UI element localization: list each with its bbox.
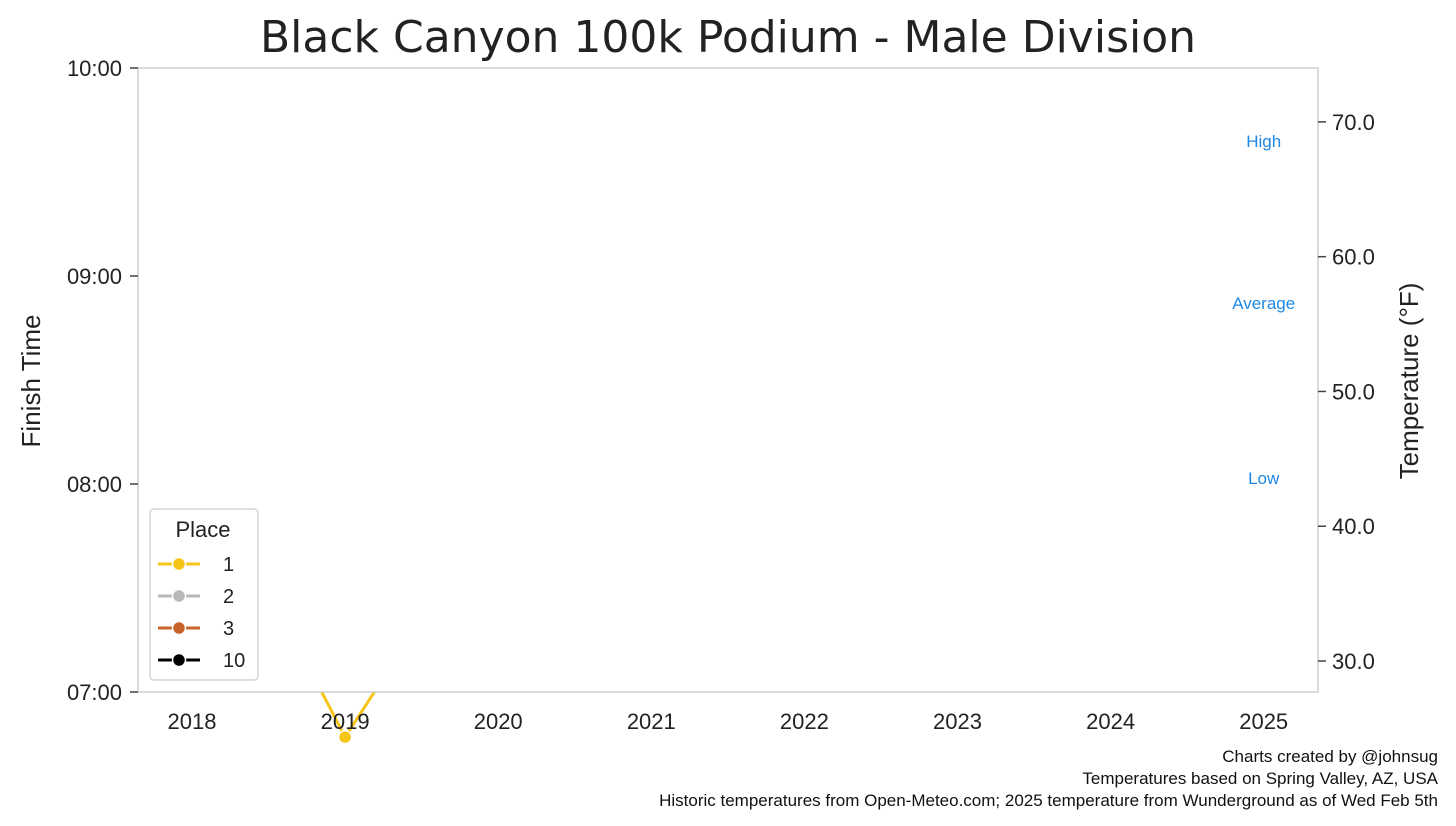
temperature-label-low: Low	[1248, 469, 1280, 488]
x-tick-label: 2020	[474, 709, 523, 734]
legend-marker-place-3	[171, 620, 187, 636]
temperature-series-labels: High Average Low	[1232, 132, 1295, 488]
legend-label-place-2: 2	[223, 586, 234, 608]
tick-labels: 2018 2019 2020 2021 2022 2023 2024 2025 07:00 08:…	[67, 56, 1375, 734]
legend-marker-place-2	[171, 588, 187, 604]
y-tick-label: 08:00	[67, 472, 122, 497]
x-tick-label: 2018	[168, 709, 217, 734]
y2-tick-label: 50.0	[1332, 379, 1375, 404]
x-tick-label: 2024	[1086, 709, 1135, 734]
axes	[130, 67, 1326, 693]
legend: Place 1 2 3 10	[149, 508, 259, 681]
y-axis-label: Finish Time	[16, 315, 46, 448]
legend-marker-place-10	[171, 652, 187, 668]
footer-credit-line: Charts created by @johnsug	[1222, 747, 1438, 766]
y-tick-label: 09:00	[67, 264, 122, 289]
plot-frame	[137, 67, 1319, 693]
y2-tick-label: 40.0	[1332, 514, 1375, 539]
y2-tick-label: 30.0	[1332, 649, 1375, 674]
legend-label-place-1: 1	[223, 554, 234, 576]
temperature-label-average: Average	[1232, 294, 1295, 313]
series-point-place-1	[337, 729, 353, 745]
footer-source-line: Temperatures based on Spring Valley, AZ,…	[1082, 769, 1438, 788]
y2-tick-label: 60.0	[1332, 245, 1375, 270]
y2-axis-label: Temperature (°F)	[1394, 283, 1424, 480]
footer-history-line: Historic temperatures from Open-Meteo.co…	[659, 791, 1438, 810]
legend-label-place-3: 3	[223, 618, 234, 640]
x-tick-label: 2025	[1239, 709, 1288, 734]
legend-title: Place	[175, 517, 230, 542]
y-tick-label: 10:00	[67, 56, 122, 81]
x-tick-label: 2022	[780, 709, 829, 734]
chart-title: Black Canyon 100k Podium - Male Division	[260, 12, 1196, 63]
legend-box	[149, 508, 259, 681]
x-tick-label: 2019	[321, 709, 370, 734]
footer-credits: Charts created by @johnsug Temperatures …	[659, 746, 1438, 812]
x-tick-label: 2023	[933, 709, 982, 734]
legend-label-place-10: 10	[223, 650, 245, 672]
legend-marker-place-1	[171, 556, 187, 572]
temperature-label-high: High	[1246, 132, 1281, 151]
x-tick-label: 2021	[627, 709, 676, 734]
y-tick-label: 07:00	[67, 680, 122, 705]
y2-tick-label: 70.0	[1332, 110, 1375, 135]
